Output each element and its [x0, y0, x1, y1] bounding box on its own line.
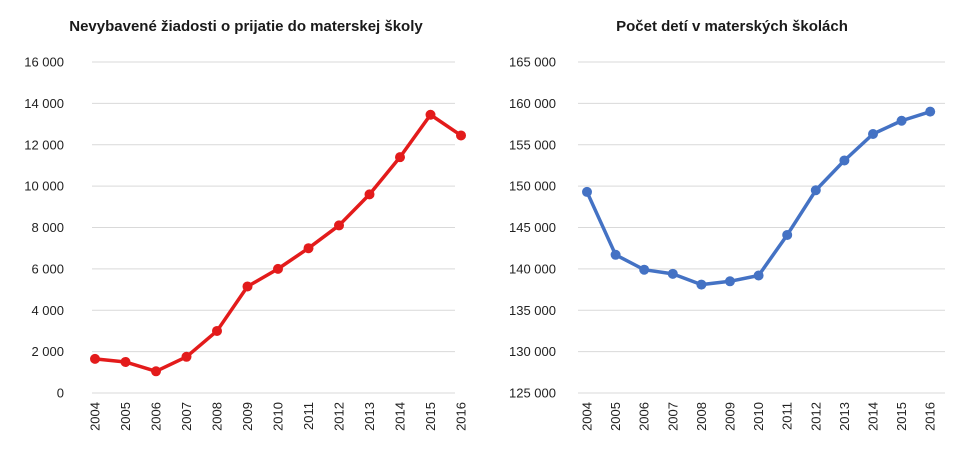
data-point	[242, 281, 253, 292]
data-point	[696, 279, 707, 290]
x-tick-label: 2012	[808, 402, 823, 431]
x-tick-label: 2013	[362, 402, 377, 431]
data-point	[925, 106, 936, 117]
y-tick-label: 2 000	[31, 344, 64, 359]
x-tick-label: 2005	[118, 402, 133, 431]
data-point	[90, 353, 100, 364]
x-tick-label: 2009	[723, 402, 738, 431]
x-tick-label: 2004	[580, 402, 595, 431]
x-tick-label: 2010	[271, 402, 286, 431]
x-tick-label: 2006	[149, 402, 164, 431]
x-tick-label: 2004	[88, 402, 103, 431]
x-tick-label: 2015	[894, 402, 909, 431]
data-point	[120, 356, 131, 367]
x-tick-label: 2009	[240, 402, 255, 431]
data-point	[364, 189, 375, 200]
data-point	[753, 270, 764, 281]
x-tick-label: 2006	[637, 402, 652, 431]
y-tick-label: 4 000	[31, 303, 64, 318]
y-tick-label: 16 000	[24, 55, 64, 70]
y-tick-label: 140 000	[509, 261, 556, 276]
data-point	[425, 109, 436, 120]
y-tick-label: 8 000	[31, 220, 64, 235]
x-tick-label: 2016	[454, 402, 469, 431]
y-tick-label: 0	[57, 386, 64, 401]
y-tick-label: 135 000	[509, 303, 556, 318]
data-point	[582, 186, 592, 197]
x-tick-label: 2008	[694, 402, 709, 431]
x-tick-label: 2016	[923, 402, 938, 431]
x-tick-label: 2014	[866, 402, 881, 431]
y-tick-label: 160 000	[509, 96, 556, 111]
data-point	[868, 128, 878, 139]
data-point	[896, 115, 907, 126]
data-point	[395, 152, 405, 163]
y-tick-label: 14 000	[24, 96, 64, 111]
data-point	[303, 243, 314, 254]
data-point	[181, 351, 192, 362]
data-point	[810, 185, 821, 196]
data-point	[334, 220, 344, 231]
data-point	[456, 130, 466, 141]
data-point	[212, 325, 222, 336]
y-tick-label: 145 000	[509, 220, 556, 235]
data-point	[610, 249, 621, 260]
chart-title: Počet detí v materských školách	[616, 18, 848, 35]
data-point	[151, 366, 161, 377]
x-tick-label: 2011	[780, 402, 795, 430]
x-tick-label: 2007	[179, 402, 194, 431]
data-point	[839, 155, 850, 166]
data-point	[639, 264, 650, 275]
x-tick-label: 2005	[608, 402, 623, 431]
x-tick-label: 2015	[423, 402, 438, 431]
chart-title: Nevybavené žiadosti o prijatie do maters…	[69, 18, 423, 35]
x-tick-label: 2013	[837, 402, 852, 431]
series-line	[585, 109, 932, 287]
y-tick-label: 130 000	[509, 344, 556, 359]
x-tick-label: 2011	[301, 402, 316, 430]
data-point	[667, 268, 678, 279]
data-point	[782, 229, 793, 240]
x-tick-label: 2008	[210, 402, 225, 431]
y-tick-label: 6 000	[31, 261, 64, 276]
y-tick-label: 12 000	[24, 137, 64, 152]
x-tick-label: 2012	[332, 402, 347, 431]
x-tick-label: 2010	[751, 402, 766, 431]
data-point	[725, 276, 735, 287]
y-tick-label: 10 000	[24, 179, 64, 194]
y-tick-label: 125 000	[509, 386, 556, 401]
x-tick-label: 2007	[665, 402, 680, 431]
data-point	[273, 263, 283, 274]
y-tick-label: 165 000	[509, 55, 556, 70]
x-tick-label: 2014	[393, 402, 408, 431]
y-tick-label: 155 000	[509, 137, 556, 152]
y-tick-label: 150 000	[509, 179, 556, 194]
